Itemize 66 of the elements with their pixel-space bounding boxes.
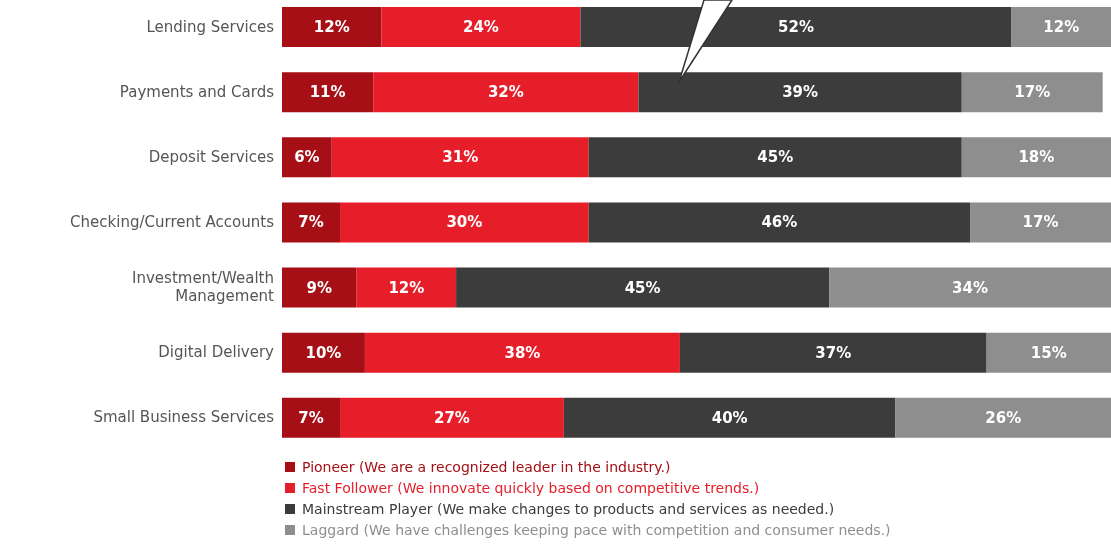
bar xyxy=(282,267,357,308)
bar xyxy=(331,137,589,178)
data-label: 7% xyxy=(298,408,324,427)
bar xyxy=(588,137,962,178)
data-label: 12% xyxy=(313,18,350,36)
legend-label: Mainstream Player (We make changes to products and services as needed.) xyxy=(302,500,835,517)
data-label: 17% xyxy=(1022,213,1059,232)
bar xyxy=(356,267,457,308)
data-label: 38% xyxy=(504,343,541,362)
data-label: 11% xyxy=(309,83,346,102)
y-tick-label: Small Business Services xyxy=(93,408,275,427)
y-tick-label: Lending Services xyxy=(146,17,275,36)
data-label: 52% xyxy=(778,18,814,36)
bar xyxy=(961,72,1103,113)
bar xyxy=(364,332,680,373)
data-label: 26% xyxy=(985,408,1022,427)
bar xyxy=(456,267,830,308)
data-label: 27% xyxy=(433,408,470,427)
bar xyxy=(638,72,962,113)
bar xyxy=(340,397,564,438)
bar xyxy=(895,397,1111,438)
bar xyxy=(588,202,971,243)
y-tick-label: Investment/Wealth Management xyxy=(132,269,275,306)
y-tick-label: Payments and Cards xyxy=(119,82,275,101)
legend-label: Laggard (We have challenges keeping pace with competition and consumer needs.) xyxy=(302,521,891,538)
bar xyxy=(970,202,1111,243)
data-label: 17% xyxy=(1014,83,1051,102)
y-tick-label: Deposit Services xyxy=(148,147,275,166)
y-tick-label: Checking/Current Accounts xyxy=(70,213,275,231)
bar xyxy=(679,332,987,373)
bar xyxy=(282,7,382,47)
data-label: 34% xyxy=(952,278,989,297)
bar xyxy=(373,72,639,113)
data-label: 39% xyxy=(782,83,819,102)
data-label: 24% xyxy=(463,18,499,36)
bar xyxy=(381,7,581,47)
data-label: 45% xyxy=(757,148,794,167)
data-label: 46% xyxy=(761,213,798,232)
data-label: 32% xyxy=(487,83,524,102)
data-label: 45% xyxy=(624,278,661,297)
bar xyxy=(1011,7,1111,47)
data-label: 10% xyxy=(305,343,342,362)
bar xyxy=(282,72,374,113)
bar xyxy=(282,137,332,178)
bar xyxy=(961,137,1111,178)
legend-label: Fast Follower (We innovate quickly based on competitive trends.) xyxy=(302,479,760,496)
bar xyxy=(829,267,1111,308)
bar xyxy=(282,202,341,243)
bar xyxy=(282,332,365,373)
data-label: 18% xyxy=(1018,148,1055,167)
data-label: 37% xyxy=(815,343,852,362)
y-tick-label: Digital Delivery xyxy=(158,343,275,362)
data-label: 7% xyxy=(298,213,324,232)
bar xyxy=(340,202,589,243)
data-label: 12% xyxy=(388,278,425,297)
bar xyxy=(563,397,896,438)
bar xyxy=(986,332,1111,373)
data-label: 31% xyxy=(442,148,479,167)
data-label: 40% xyxy=(711,408,748,427)
data-label: 6% xyxy=(294,148,320,167)
data-label: 9% xyxy=(306,278,333,297)
data-label: 30% xyxy=(446,213,483,232)
data-label: 12% xyxy=(1043,18,1080,36)
data-label: 15% xyxy=(1030,343,1067,362)
legend-label: Pioneer (We are a recognized leader in the industry.) xyxy=(302,458,671,475)
bar xyxy=(282,397,341,438)
